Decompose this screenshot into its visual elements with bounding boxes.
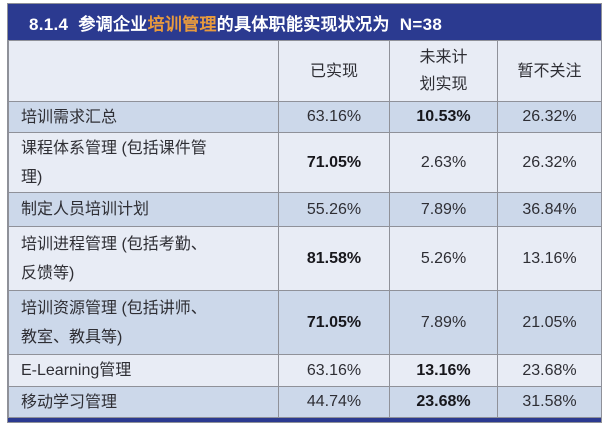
row-label: 制定人员培训计划 xyxy=(8,192,279,227)
table-row: 制定人员培训计划 55.26% 7.89% 36.84% xyxy=(8,192,602,227)
header-cell-implemented: 已实现 xyxy=(278,40,390,102)
value-cell: 5.26% xyxy=(389,226,498,291)
value-cell: 63.16% xyxy=(278,101,390,133)
header-cell-not-concerned: 暂不关注 xyxy=(497,40,602,102)
value-cell: 7.89% xyxy=(389,192,498,227)
value-cell: 71.05% xyxy=(278,132,390,193)
header-cell-empty xyxy=(8,40,279,102)
header-row: 已实现 未来计 划实现 暂不关注 xyxy=(8,40,602,102)
row-label: 课程体系管理 (包括课件管 理) xyxy=(8,132,279,193)
value-cell: 71.05% xyxy=(278,290,390,355)
value-cell: 10.53% xyxy=(389,101,498,133)
title-highlight: 培训管理 xyxy=(147,14,217,34)
row-label: 培训资源管理 (包括讲师、 教室、教具等) xyxy=(8,290,279,355)
table-frame: 8.1.4 参调企业 培训管理 的具体职能实现状况为 N=38 已实现 未来计 划实… xyxy=(7,3,602,423)
table-row: 课程体系管理 (包括课件管 理) 71.05% 2.63% 26.32% xyxy=(8,132,602,193)
table-title-bar: 8.1.4 参调企业 培训管理 的具体职能实现状况为 N=38 xyxy=(8,4,601,40)
row-label: 培训进程管理 (包括考勤、 反馈等) xyxy=(8,226,279,291)
row-label: 移动学习管理 xyxy=(8,386,279,418)
header-cell-planned: 未来计 划实现 xyxy=(389,40,498,102)
value-cell: 7.89% xyxy=(389,290,498,355)
row-label: 培训需求汇总 xyxy=(8,101,279,133)
table-body: 培训需求汇总 63.16% 10.53% 26.32% 课程体系管理 (包括课件管 理)… xyxy=(8,101,602,418)
title-suffix: 的具体职能实现状况为 N=38 xyxy=(216,14,443,34)
value-cell: 36.84% xyxy=(497,192,602,227)
table-row: 培训需求汇总 63.16% 10.53% 26.32% xyxy=(8,101,602,133)
value-cell: 2.63% xyxy=(389,132,498,193)
value-cell: 31.58% xyxy=(497,386,602,418)
value-cell: 26.32% xyxy=(497,132,602,193)
function-implementation-table: 已实现 未来计 划实现 暂不关注 培训需求汇总 63.16% 10.53% 26.32… xyxy=(8,40,602,418)
table-row: 培训资源管理 (包括讲师、 教室、教具等) 71.05% 7.89% 21.05% xyxy=(8,290,602,355)
table-row: E-Learning管理 63.16% 13.16% 23.68% xyxy=(8,354,602,387)
value-cell: 63.16% xyxy=(278,354,390,387)
value-cell: 23.68% xyxy=(389,386,498,418)
table-row: 培训进程管理 (包括考勤、 反馈等) 81.58% 5.26% 13.16% xyxy=(8,226,602,291)
value-cell: 81.58% xyxy=(278,226,390,291)
bottom-accent-bar xyxy=(8,418,601,422)
value-cell: 55.26% xyxy=(278,192,390,227)
value-cell: 13.16% xyxy=(389,354,498,387)
table-row: 移动学习管理 44.74% 23.68% 31.58% xyxy=(8,386,602,418)
value-cell: 23.68% xyxy=(497,354,602,387)
value-cell: 26.32% xyxy=(497,101,602,133)
value-cell: 44.74% xyxy=(278,386,390,418)
value-cell: 21.05% xyxy=(497,290,602,355)
value-cell: 13.16% xyxy=(497,226,602,291)
row-label: E-Learning管理 xyxy=(8,354,279,387)
title-prefix: 8.1.4 参调企业 xyxy=(29,14,148,34)
